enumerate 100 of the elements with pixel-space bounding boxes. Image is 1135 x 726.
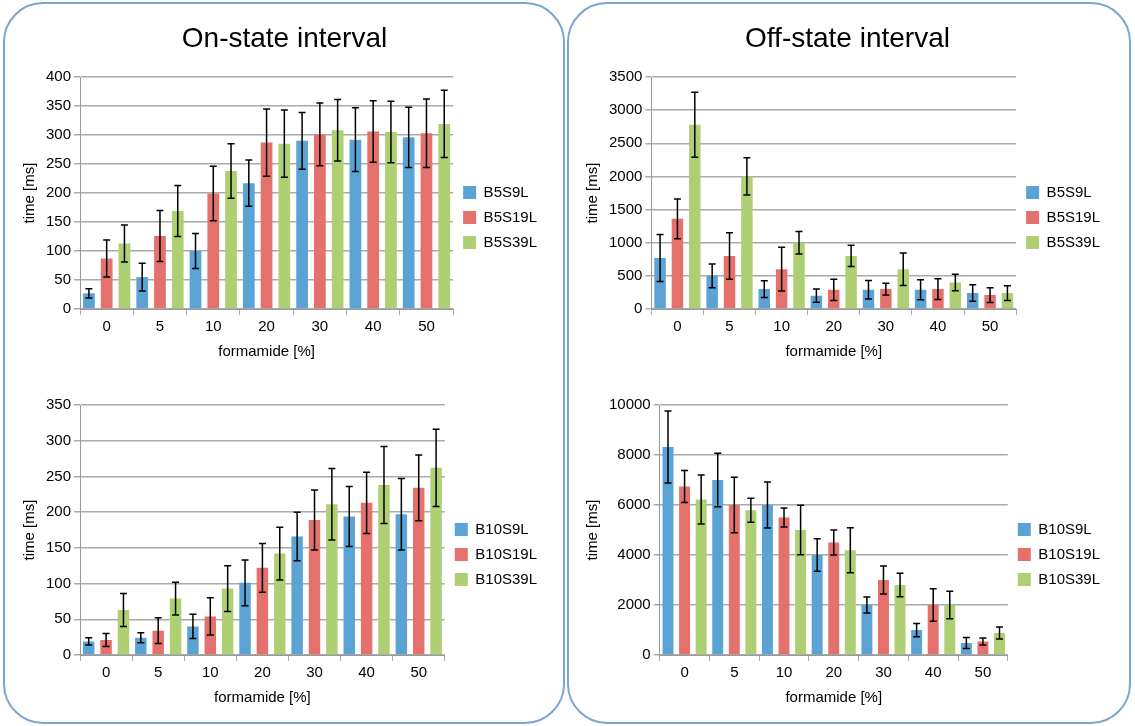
y-tick-label: 1000 [608, 232, 643, 250]
bar [360, 502, 373, 655]
legend-label: B10S39L [1038, 569, 1101, 587]
bar [395, 514, 408, 655]
bar [420, 133, 433, 309]
y-tick-label: 400 [46, 67, 72, 85]
x-tick-label: 5 [154, 663, 163, 681]
x-tick-label: 10 [775, 663, 793, 681]
bar [654, 257, 666, 309]
bar [100, 258, 113, 309]
bar [314, 134, 326, 309]
y-tick-label: 2000 [608, 166, 643, 184]
bar [689, 124, 701, 309]
bar [385, 132, 397, 309]
x-axis-title: formamide [%] [218, 342, 315, 360]
y-tick-label: 6000 [617, 495, 651, 513]
y-tick-label: 4000 [617, 545, 651, 563]
y-tick-label: 10000 [608, 395, 651, 413]
bar [695, 499, 707, 655]
y-tick-label: 3500 [608, 67, 643, 85]
y-tick-label: 200 [46, 183, 72, 201]
x-tick-label: 0 [680, 663, 689, 681]
bar [221, 588, 234, 655]
x-tick-label: 20 [254, 663, 271, 681]
bar [741, 176, 753, 309]
x-axis-title: formamide [%] [214, 688, 311, 706]
x-tick-label: 0 [101, 663, 111, 681]
legend-label: B5S19L [1046, 207, 1101, 225]
x-tick-label: 50 [410, 663, 428, 681]
bar [793, 242, 805, 309]
y-tick-label: 150 [46, 538, 72, 555]
y-tick-label: 0 [642, 645, 651, 663]
x-tick-label: 30 [311, 317, 329, 335]
bar [811, 555, 823, 655]
x-tick-label: 30 [306, 663, 323, 681]
legend-label: B10S9L [475, 519, 529, 537]
x-tick-label: 5 [730, 663, 739, 681]
y-tick-label: 50 [54, 609, 72, 627]
x-tick-label: 20 [825, 317, 843, 335]
bar [402, 137, 415, 309]
bar [745, 510, 757, 655]
legend-label: B5S19L [483, 207, 538, 225]
bar [679, 486, 691, 655]
bar [260, 142, 273, 309]
y-tick-label: 0 [62, 299, 72, 317]
legend-label: B5S9L [483, 182, 529, 200]
x-tick-label: 40 [364, 317, 382, 335]
legend-label: B5S39L [1046, 232, 1101, 250]
x-tick-label: 20 [825, 663, 843, 681]
legend-label: B10S19L [475, 544, 538, 562]
bar [171, 210, 184, 309]
y-tick-label: 150 [46, 212, 72, 230]
legend-label: B10S19L [1038, 544, 1101, 562]
bar [761, 505, 773, 655]
bar [118, 243, 131, 309]
y-tick-label: 8000 [617, 445, 651, 463]
x-axis-title: formamide [%] [785, 688, 883, 706]
bar [880, 289, 892, 309]
chart-title: Off-state interval [744, 22, 951, 54]
bar [795, 530, 807, 655]
y-tick-label: 300 [46, 430, 72, 448]
bar [894, 585, 906, 655]
bar [349, 139, 362, 309]
x-tick-label: 10 [773, 317, 790, 335]
x-tick-label: 5 [725, 317, 734, 335]
y-tick-label: 50 [54, 270, 72, 288]
bar [994, 633, 1005, 655]
bar [256, 567, 269, 655]
x-tick-label: 40 [929, 317, 947, 335]
legend-label: B10S9L [1038, 519, 1092, 537]
x-tick-label: 50 [974, 663, 992, 681]
y-tick-label: 250 [46, 154, 72, 172]
y-tick-label: 200 [46, 502, 72, 520]
bar [154, 235, 166, 309]
y-tick-label: 1500 [608, 199, 643, 217]
bar [187, 626, 199, 655]
x-tick-label: 50 [418, 317, 435, 335]
y-tick-label: 500 [617, 266, 643, 283]
y-tick-label: 350 [46, 395, 72, 413]
x-tick-label: 10 [204, 317, 222, 335]
y-tick-label: 100 [46, 573, 72, 591]
x-tick-label: 30 [875, 663, 892, 681]
x-tick-label: 50 [981, 317, 999, 335]
bar [878, 580, 889, 655]
bar [845, 255, 857, 309]
bar [944, 605, 956, 655]
bar [225, 170, 237, 309]
y-tick-label: 100 [46, 241, 72, 259]
bar [412, 487, 425, 655]
y-tick-label: 2000 [617, 595, 651, 613]
bar [438, 123, 451, 309]
bar [378, 485, 390, 655]
bar [117, 610, 130, 655]
bar [308, 520, 321, 655]
y-tick-label: 250 [46, 466, 72, 484]
y-tick-label: 0 [634, 299, 643, 317]
y-tick-label: 2500 [608, 133, 643, 151]
x-tick-label: 0 [102, 317, 111, 335]
x-tick-label: 20 [258, 317, 275, 335]
bar [343, 516, 355, 655]
